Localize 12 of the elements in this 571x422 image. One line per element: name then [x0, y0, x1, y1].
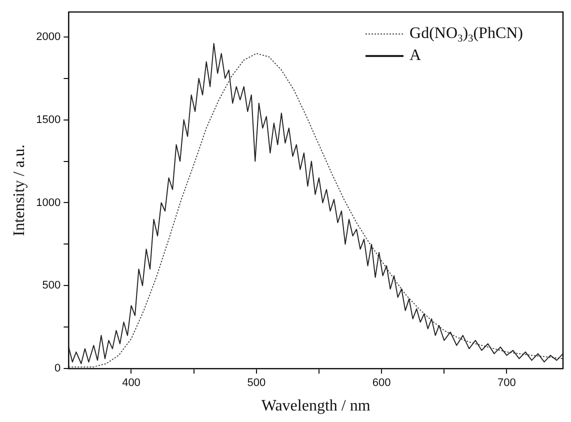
y-axis-title: Intensity / a.u.	[10, 144, 28, 236]
y-tick-label: 500	[42, 280, 61, 292]
y-tick-label: 1500	[36, 114, 61, 126]
x-tick-label: 500	[247, 377, 266, 390]
y-tick-label: 1000	[36, 196, 61, 209]
x-axis-title: Wavelength / nm	[261, 398, 371, 415]
legend-label: A	[410, 47, 422, 64]
y-tick-label: 2000	[36, 30, 61, 43]
x-tick-label: 700	[498, 377, 516, 390]
x-tick-label: 400	[122, 377, 140, 390]
y-tick-label: 0	[54, 362, 61, 375]
x-tick-label: 600	[372, 377, 391, 390]
